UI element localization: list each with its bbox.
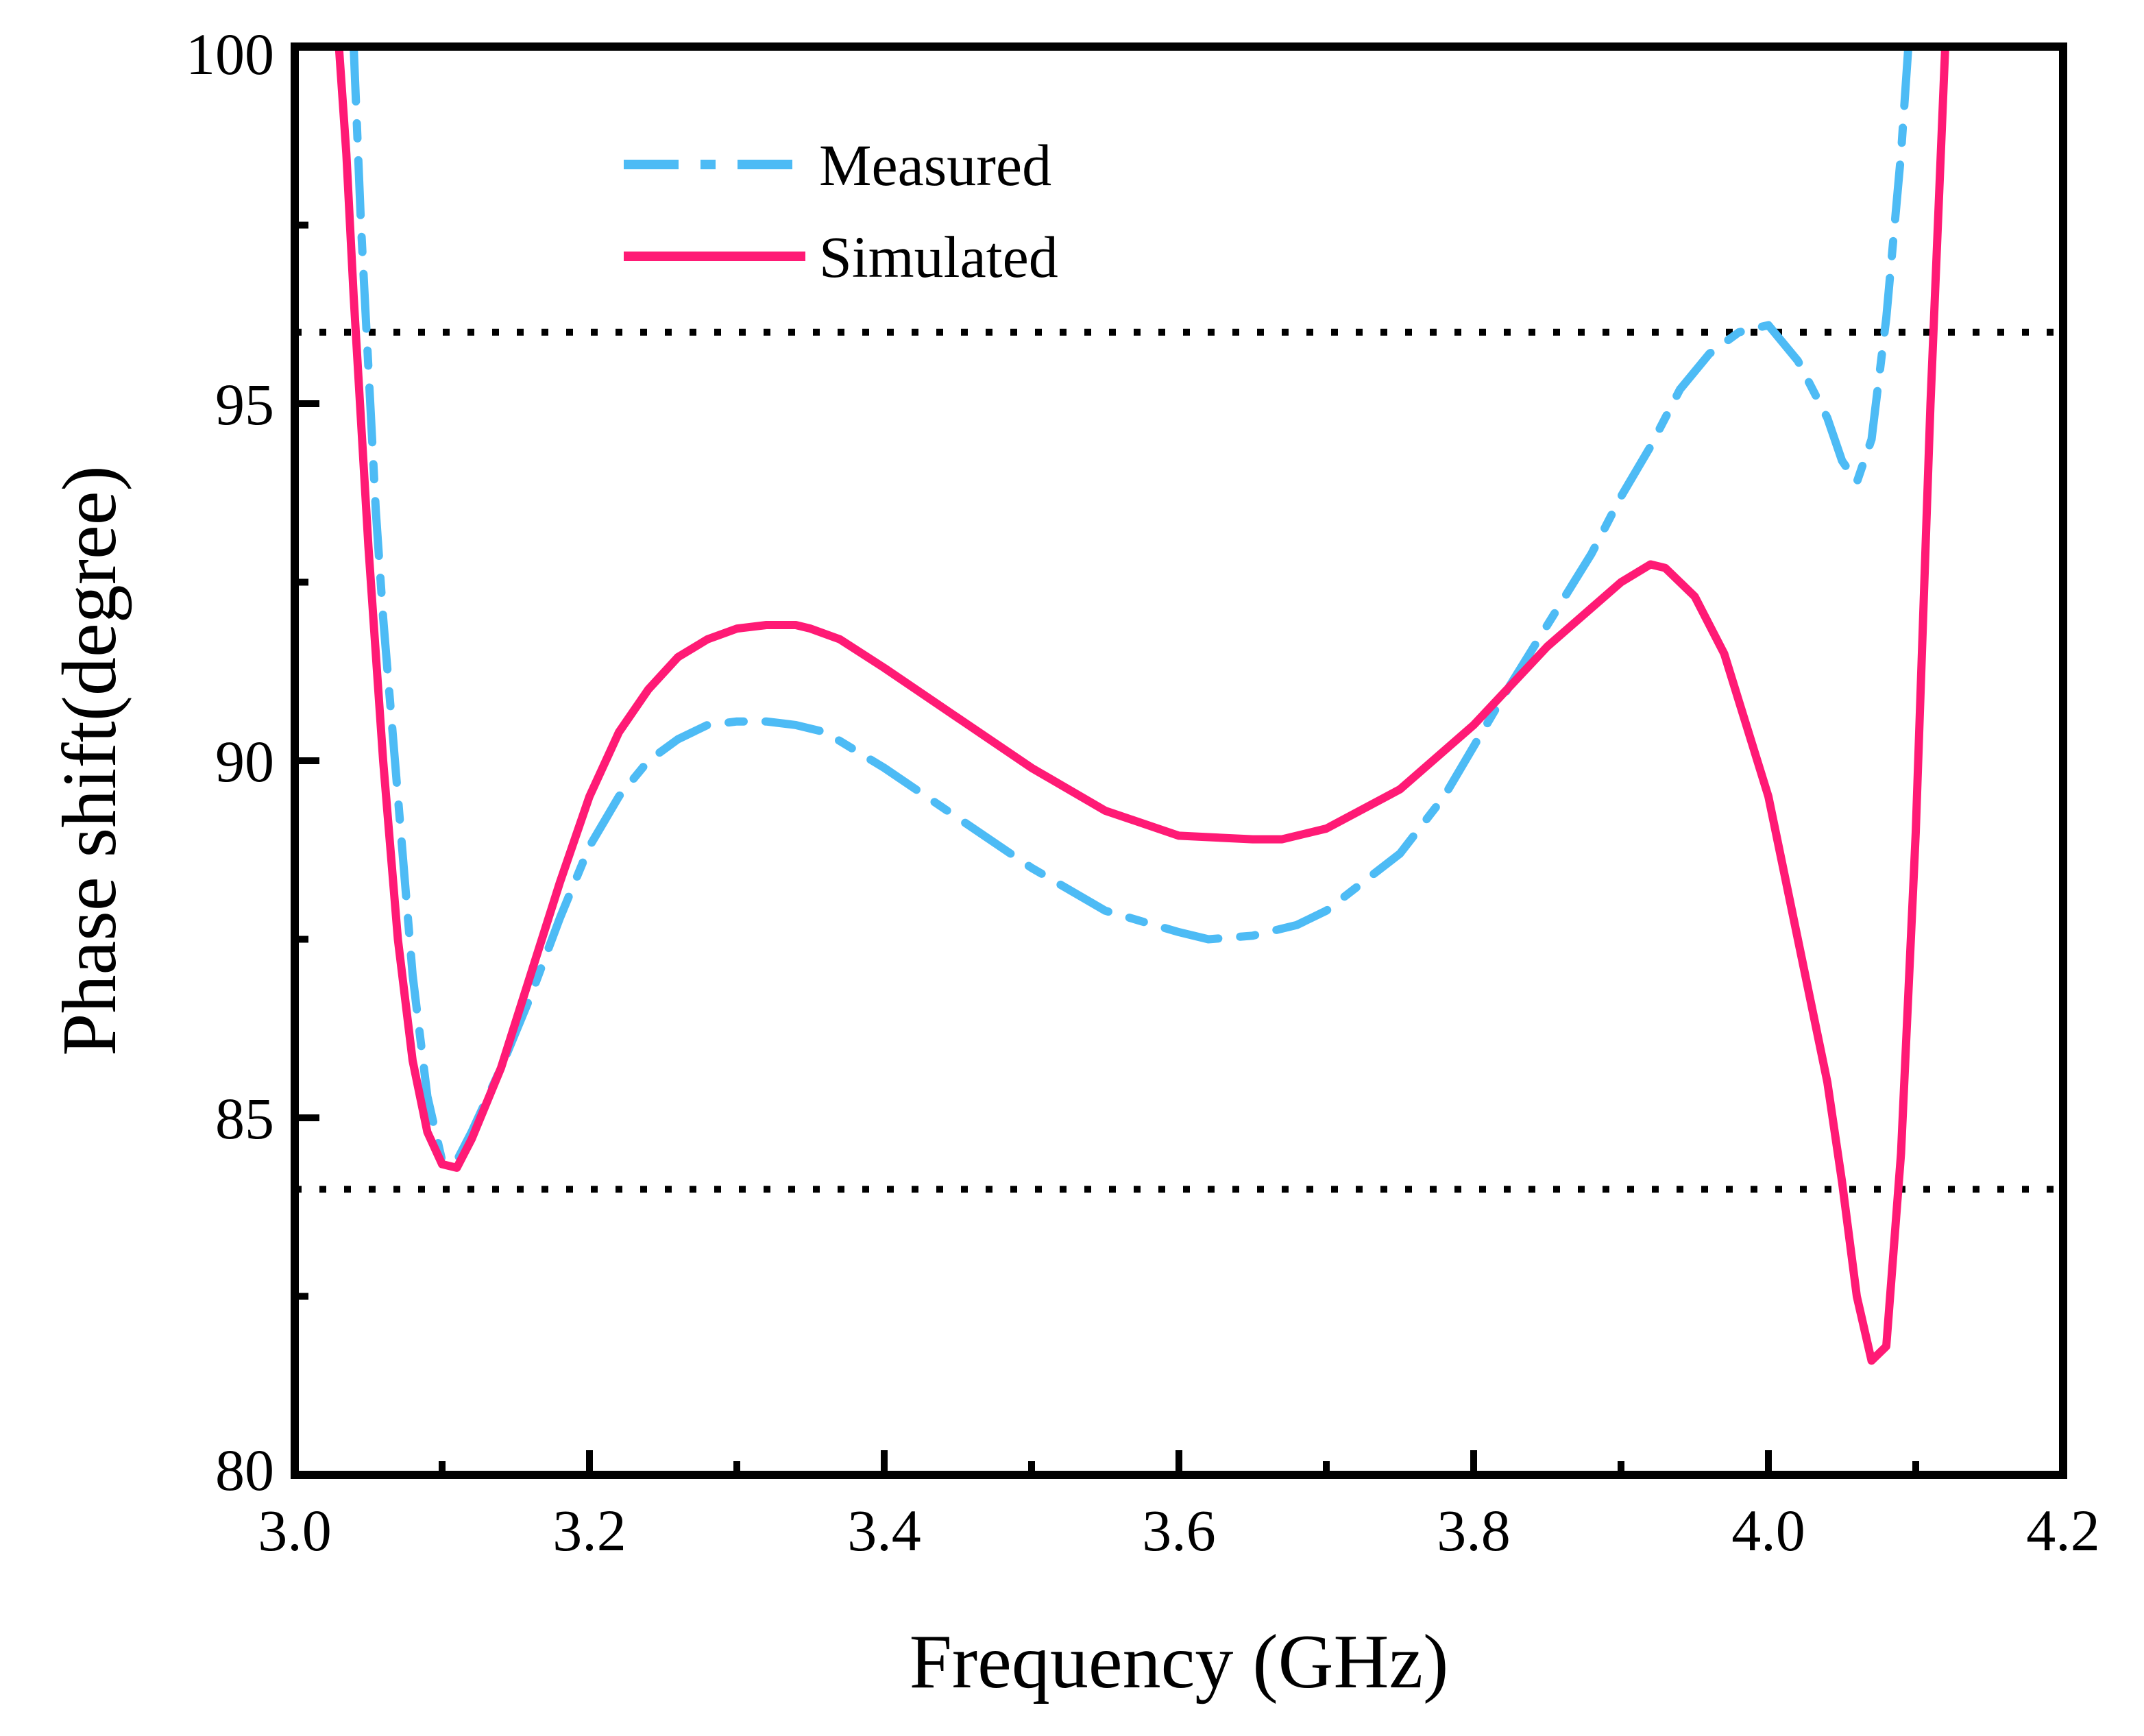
x-tick-label: 3.4 xyxy=(847,1497,921,1563)
legend: Measured Simulated xyxy=(624,132,1058,290)
tick-labels-layer: 3.0 3.2 3.4 3.6 3.8 4.0 4.2 80 85 90 95 100 xyxy=(186,21,2100,1563)
legend-label-measured: Measured xyxy=(819,132,1051,198)
legend-label-simulated: Simulated xyxy=(819,224,1058,290)
y-tick-label: 95 xyxy=(215,371,274,437)
series-line-simulated xyxy=(334,42,1949,1365)
y-tick-label: 90 xyxy=(215,729,274,794)
y-axis-title: Phase shift(degree) xyxy=(47,465,132,1055)
x-tick-label: 3.2 xyxy=(552,1497,626,1563)
x-tick-label: 3.8 xyxy=(1437,1497,1511,1563)
y-tick-label: 85 xyxy=(215,1086,274,1151)
x-tick-label: 4.2 xyxy=(2026,1497,2100,1563)
series-layer xyxy=(334,42,1949,1365)
x-tick-label: 3.6 xyxy=(1142,1497,1216,1563)
x-axis-title: Frequency (GHz) xyxy=(910,1619,1449,1704)
x-tick-label: 3.0 xyxy=(258,1497,332,1563)
series-line-measured xyxy=(350,42,1913,1165)
x-tick-label: 4.0 xyxy=(1731,1497,1805,1563)
y-tick-label: 80 xyxy=(215,1437,274,1503)
ticks-layer xyxy=(291,43,2067,1478)
y-tick-label: 100 xyxy=(186,21,274,87)
